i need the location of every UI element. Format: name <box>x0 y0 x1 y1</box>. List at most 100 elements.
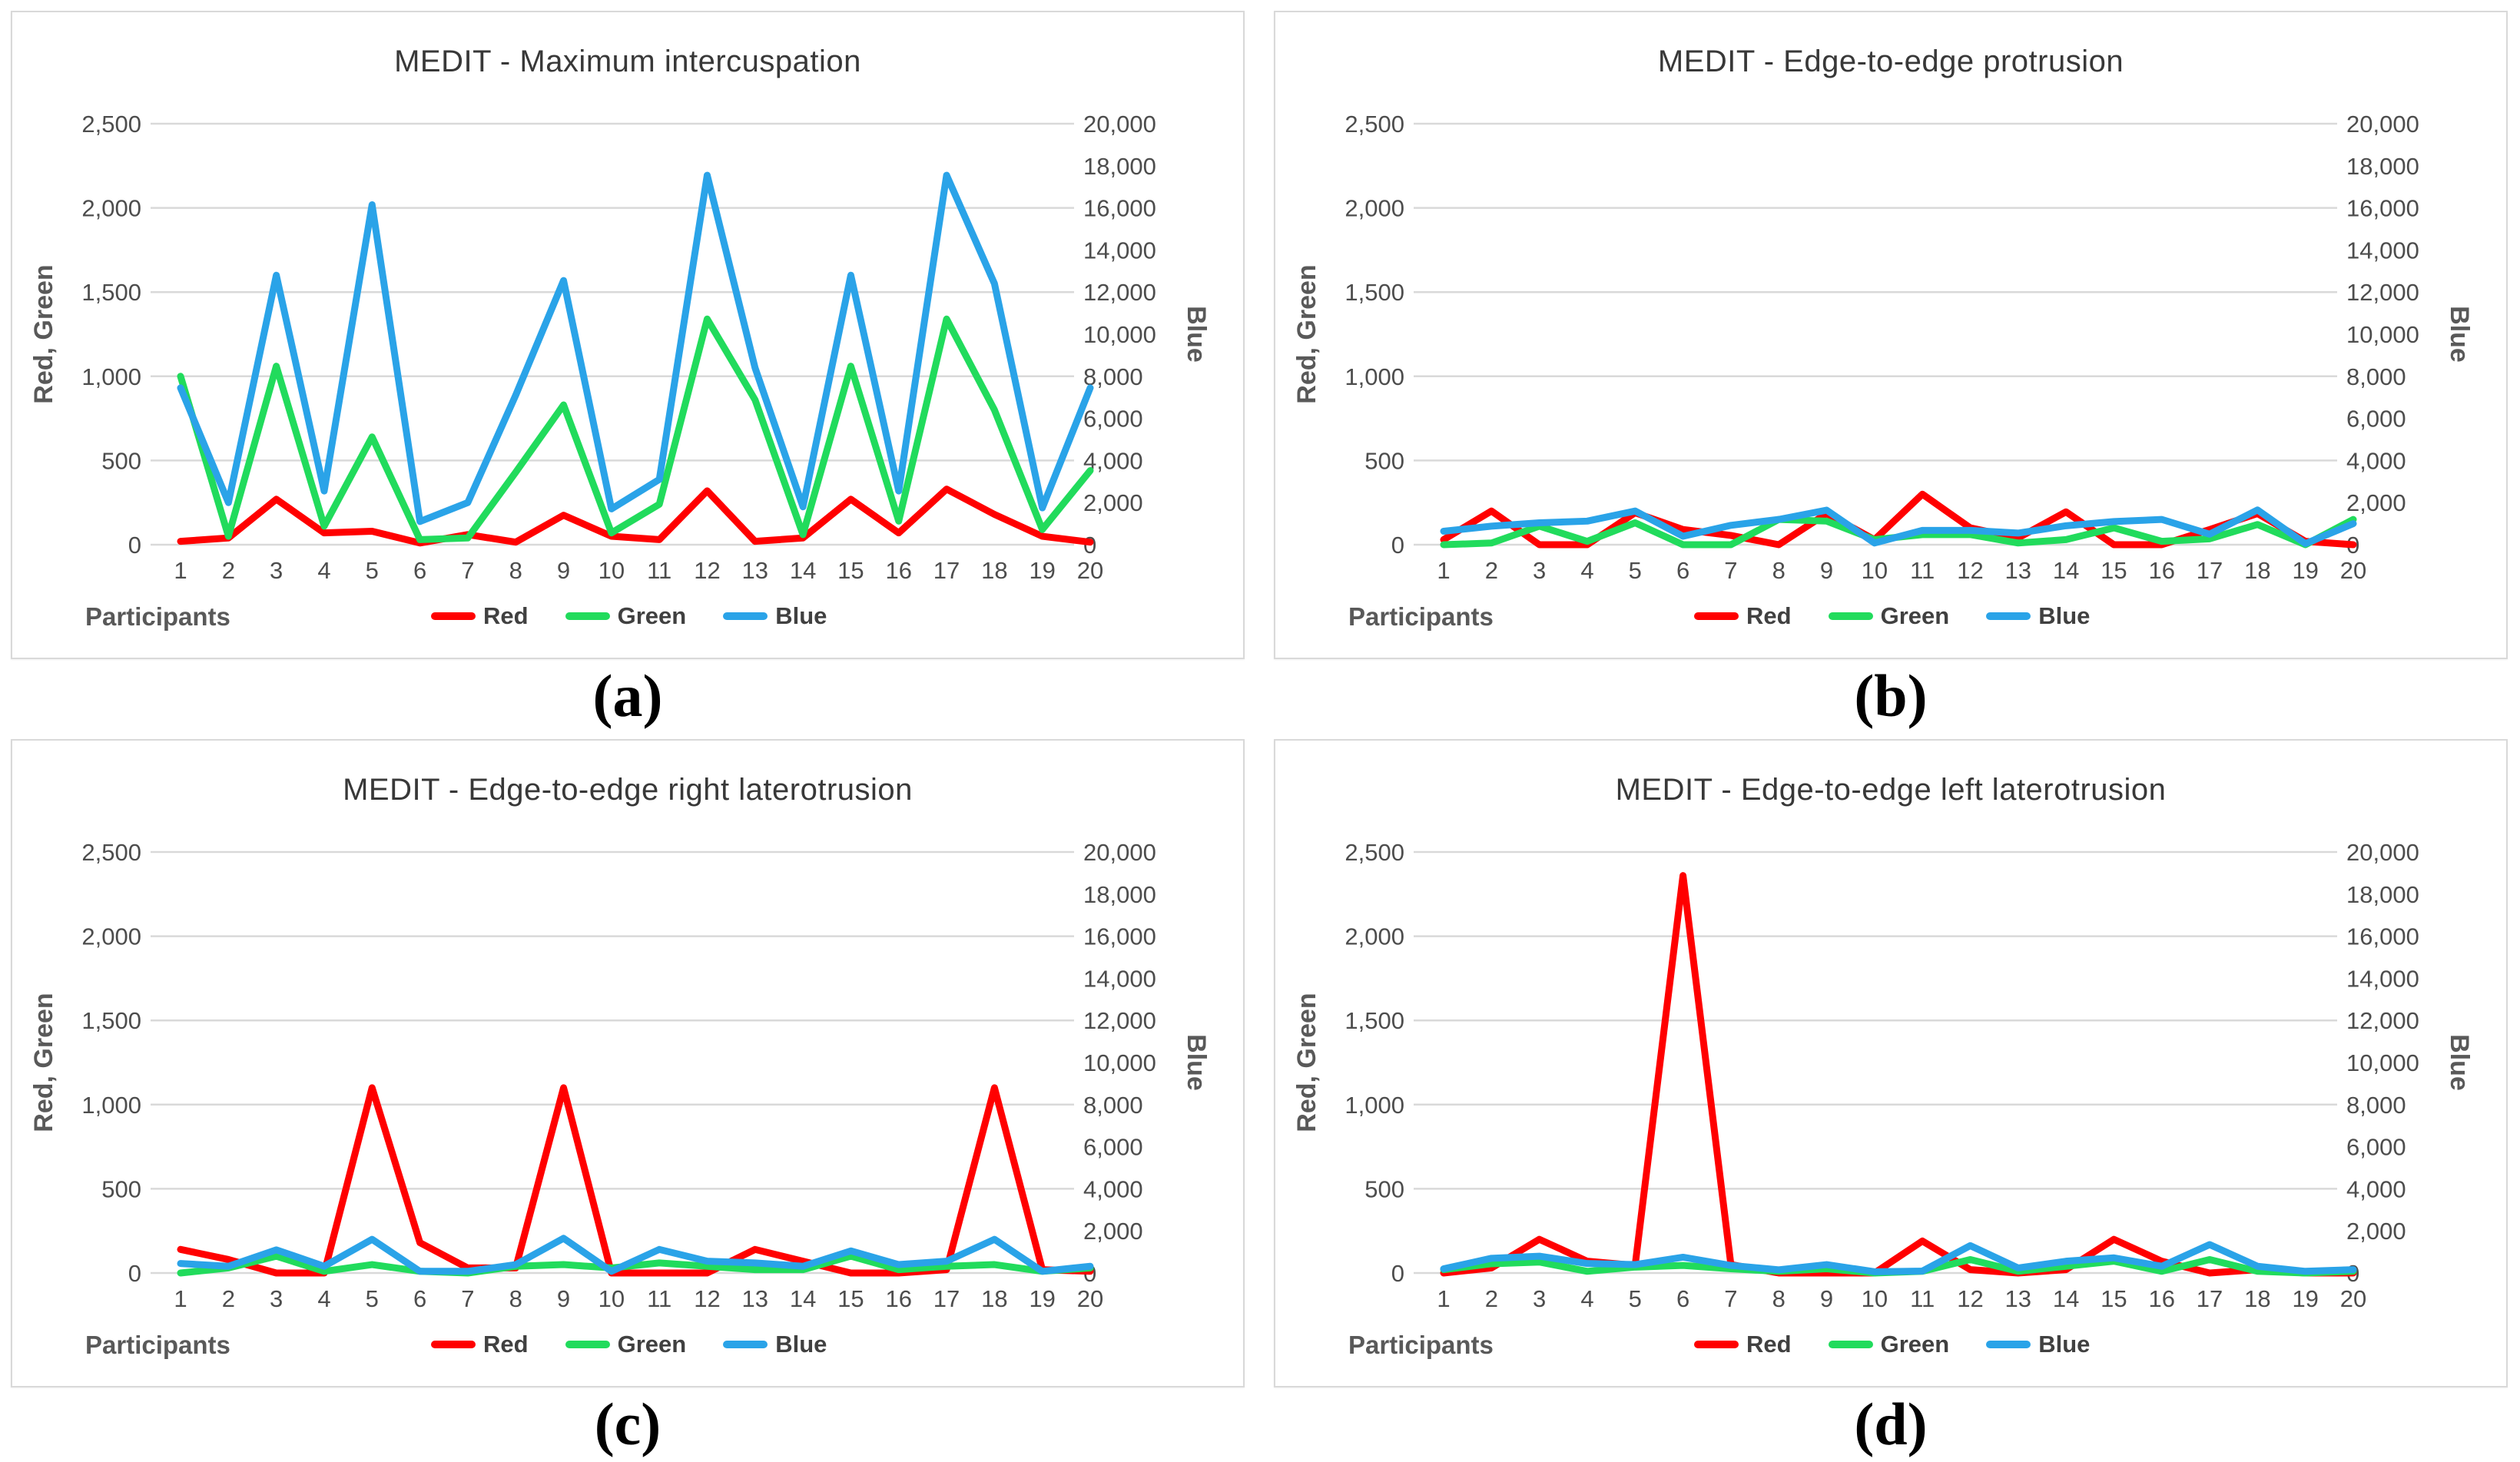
right-axis-tick: 6,000 <box>2346 1134 2406 1161</box>
left-axis-tick: 2,500 <box>1345 839 1404 866</box>
legend-swatch-green <box>565 1341 610 1348</box>
chart-canvas-b: 05001,0001,5002,0002,50002,0004,0006,000… <box>1292 111 2474 584</box>
right-axis-tick: 14,000 <box>1083 965 1156 992</box>
left-axis-tick: 1,500 <box>1345 279 1404 306</box>
right-axis-tick: 12,000 <box>1083 279 1156 306</box>
panel-label-a: (a) <box>592 662 663 729</box>
legend-item-blue: Blue <box>1986 602 2090 630</box>
left-axis-title: Red, Green <box>29 264 58 403</box>
legend-item-blue: Blue <box>1986 1331 2090 1358</box>
legend-item-blue: Blue <box>723 1331 827 1358</box>
panel-c: MEDIT - Edge-to-edge right laterotrusion… <box>11 739 1248 1461</box>
x-axis-tick: 4 <box>1580 1285 1593 1312</box>
left-axis-tick: 0 <box>1391 532 1404 559</box>
left-axis-tick: 2,000 <box>81 923 141 950</box>
x-axis-tick: 7 <box>1724 1285 1737 1312</box>
x-axis-tick: 19 <box>2292 1285 2318 1312</box>
x-axis-tick: 12 <box>694 557 720 584</box>
legend-item-red: Red <box>1694 1331 1792 1358</box>
blue-series-line <box>177 1235 1094 1275</box>
x-axis-tick: 3 <box>270 557 283 584</box>
x-axis-tick: 7 <box>461 1285 474 1312</box>
x-axis-tick: 5 <box>1629 1285 1642 1312</box>
panel-d: MEDIT - Edge-to-edge left laterotrusion … <box>1274 739 2511 1461</box>
x-axis-tick: 2 <box>222 557 235 584</box>
x-axis-title-d: Participants <box>1348 1331 1494 1359</box>
right-axis-tick: 14,000 <box>2346 237 2419 264</box>
x-axis-tick: 18 <box>2244 557 2270 584</box>
x-axis-tick: 2 <box>1485 557 1498 584</box>
legend-label: Red <box>1746 602 1792 629</box>
x-axis-tick: 14 <box>2053 557 2079 584</box>
panel-a: MEDIT - Maximum intercuspation 0 500 1,000… <box>11 11 1248 733</box>
green-series-line <box>177 315 1094 543</box>
chart-legend-a: Red Green Blue <box>431 602 827 630</box>
x-axis-tick: 13 <box>2005 1285 2031 1312</box>
chart-panel-b: MEDIT - Edge-to-edge protrusion 0 500 1,00… <box>1274 11 2508 659</box>
legend-swatch-red <box>1694 1341 1739 1348</box>
legend-item-green: Green <box>565 1331 686 1358</box>
chart-canvas-d: 05001,0001,5002,0002,50002,0004,0006,000… <box>1292 839 2474 1312</box>
legend-swatch-red <box>431 1341 476 1348</box>
left-axis-tick: 2,500 <box>81 111 141 138</box>
right-axis-tick: 2,000 <box>1083 1218 1143 1245</box>
x-axis-tick: 6 <box>413 1285 426 1312</box>
red-series-line <box>1440 872 2357 1277</box>
right-axis-tick: 8,000 <box>1083 1092 1143 1119</box>
x-axis-tick: 1 <box>1437 557 1450 584</box>
x-axis-tick: 4 <box>1580 557 1593 584</box>
legend-item-green: Green <box>1828 1331 1949 1358</box>
right-axis-tick: 18,000 <box>2346 153 2419 180</box>
right-axis-tick: 16,000 <box>2346 923 2419 950</box>
x-axis-tick: 9 <box>1820 557 1833 584</box>
right-axis-tick: 2,000 <box>2346 1218 2406 1245</box>
x-axis-tick: 20 <box>1077 557 1103 584</box>
blue-series-line <box>177 171 1094 525</box>
x-axis-tick: 8 <box>509 557 522 584</box>
green-series-line <box>177 1252 1094 1277</box>
x-axis-tick: 15 <box>2101 557 2127 584</box>
x-axis-tick: 17 <box>933 1285 960 1312</box>
legend-item-blue: Blue <box>723 602 827 630</box>
x-axis-tick: 13 <box>742 557 768 584</box>
right-axis-tick: 18,000 <box>2346 881 2419 908</box>
x-axis-tick: 15 <box>2101 1285 2127 1312</box>
right-axis-tick: 20,000 <box>2346 111 2419 138</box>
chart-title-a: MEDIT - Maximum intercuspation <box>394 45 861 78</box>
x-axis-tick: 12 <box>1957 1285 1983 1312</box>
right-axis-tick: 12,000 <box>2346 279 2419 306</box>
x-axis-tick: 19 <box>1029 1285 1055 1312</box>
x-axis-tick: 18 <box>981 557 1007 584</box>
panel-label-d: (d) <box>1854 1391 1928 1457</box>
right-axis-tick: 14,000 <box>1083 237 1156 264</box>
right-axis-tick: 8,000 <box>2346 1092 2406 1119</box>
left-axis-tick: 0 <box>128 532 141 559</box>
legend-swatch-blue <box>723 612 768 620</box>
right-axis-tick: 20,000 <box>2346 839 2419 866</box>
right-axis-tick: 10,000 <box>1083 1049 1156 1076</box>
x-axis-tick: 5 <box>1629 557 1642 584</box>
x-axis-tick: 10 <box>598 1285 625 1312</box>
left-axis-tick: 1,500 <box>1345 1007 1404 1034</box>
x-axis-tick: 6 <box>1676 1285 1689 1312</box>
x-axis-tick: 2 <box>222 1285 235 1312</box>
legend-label: Blue <box>775 1331 827 1358</box>
x-axis-tick: 9 <box>557 1285 570 1312</box>
legend-label: Red <box>1746 1331 1792 1358</box>
left-axis-tick: 1,500 <box>81 279 141 306</box>
left-axis-tick: 500 <box>1364 447 1404 474</box>
chart-legend-c: Red Green Blue <box>431 1331 827 1358</box>
left-axis-tick: 1,000 <box>1345 1092 1404 1119</box>
x-axis-tick: 19 <box>2292 557 2318 584</box>
right-axis-tick: 20,000 <box>1083 839 1156 866</box>
right-axis-tick: 10,000 <box>1083 321 1156 348</box>
x-axis-tick: 11 <box>647 1285 671 1312</box>
x-axis-tick: 15 <box>837 557 864 584</box>
right-axis-tick: 12,000 <box>1083 1007 1156 1034</box>
legend-label: Blue <box>2038 602 2091 629</box>
legend-label: Blue <box>2038 1331 2091 1358</box>
right-axis-tick: 10,000 <box>2346 1049 2419 1076</box>
left-axis-tick: 1,000 <box>81 363 141 390</box>
x-axis-tick: 15 <box>837 1285 864 1312</box>
chart-title-b: MEDIT - Edge-to-edge protrusion <box>1657 45 2124 78</box>
